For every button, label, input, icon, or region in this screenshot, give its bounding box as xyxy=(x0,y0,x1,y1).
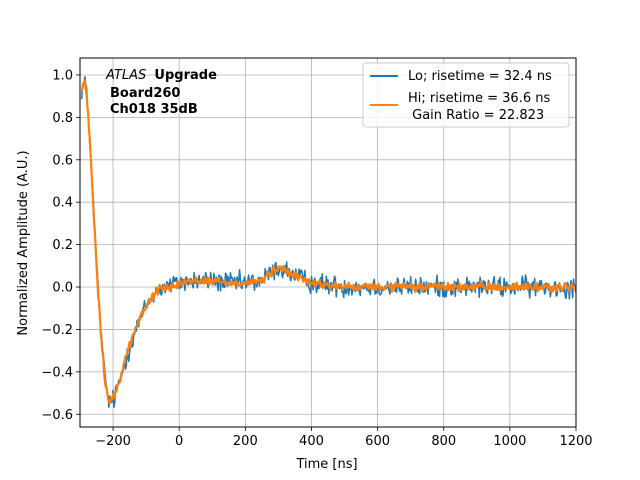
y-axis-ticks: −0.6 −0.4 −0.2 0.0 0.2 0.4 0.6 0.8 1.0 xyxy=(41,68,80,423)
x-axis-ticks: −200 0 200 400 600 800 1000 1200 xyxy=(95,427,593,449)
atlas-annotation: ATLAS Upgrade Board260 Ch018 35dB xyxy=(105,68,217,117)
annotation-upgrade: Upgrade xyxy=(154,68,217,83)
y-tick-label: 0.0 xyxy=(52,281,73,296)
annotation-board: Board260 xyxy=(110,86,180,101)
plot-lines xyxy=(80,76,576,408)
x-tick-label: 1200 xyxy=(559,434,592,449)
y-tick-label: 0.6 xyxy=(52,153,73,168)
y-tick-label: −0.6 xyxy=(41,408,73,423)
y-tick-label: 1.0 xyxy=(52,68,73,83)
series-hi-line xyxy=(80,79,576,405)
legend-label-gain-ratio: Gain Ratio = 22.823 xyxy=(408,108,544,123)
y-axis-label: Normalized Amplitude (A.U.) xyxy=(16,150,31,335)
y-tick-label: 0.2 xyxy=(52,238,73,253)
y-tick-label: 0.8 xyxy=(52,111,73,126)
legend-box xyxy=(362,62,570,128)
x-tick-label: 400 xyxy=(299,434,324,449)
x-axis-label: Time [ns] xyxy=(295,457,357,472)
x-tick-label: 800 xyxy=(431,434,456,449)
x-tick-label: 1000 xyxy=(493,434,526,449)
x-tick-label: 0 xyxy=(175,434,183,449)
y-tick-label: −0.2 xyxy=(41,323,73,338)
legend: Lo; risetime = 32.4 ns Hi; risetime = 36… xyxy=(362,62,570,128)
annotation-channel: Ch018 35dB xyxy=(110,102,198,117)
annotation-atlas: ATLAS xyxy=(105,68,146,83)
plot-frame xyxy=(79,57,577,428)
legend-label-lo: Lo; risetime = 32.4 ns xyxy=(408,69,552,84)
y-tick-label: −0.4 xyxy=(41,365,73,380)
svg-text:ATLAS Upgrade: ATLAS Upgrade xyxy=(105,68,217,83)
y-tick-label: 0.4 xyxy=(52,196,73,211)
x-tick-label: 600 xyxy=(365,434,390,449)
legend-label-hi: Hi; risetime = 36.6 ns xyxy=(408,91,550,106)
x-tick-label: 200 xyxy=(233,434,258,449)
x-tick-label: −200 xyxy=(95,434,131,449)
